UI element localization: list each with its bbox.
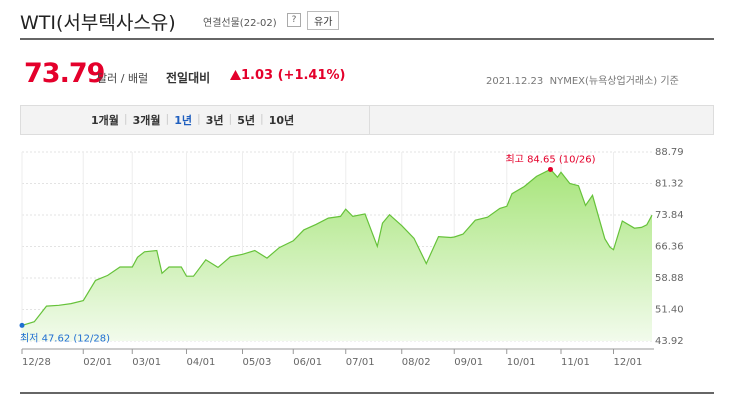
y-tick-label: 66.36 [655,241,684,252]
chart: 43.92 51.40 58.88 66.36 73.84 81.32 88.79 12/28… [19,147,684,368]
x-tick-label: 07/01 [346,357,375,368]
y-tick-label: 88.79 [655,147,684,158]
x-tick-label: 12/01 [614,357,643,368]
compare-label: 전일대비 [166,71,211,85]
tab[interactable]: 3년 [205,114,224,127]
tab[interactable]: 10년 [268,114,295,127]
price: 73.79 [24,58,105,89]
price-unit: 달러 / 배럴 [97,72,149,85]
x-tick-label: 06/01 [293,357,322,368]
tab-bar: 1개월 | 3개월 | 1년 | 3년 | 5년 | 10년 [20,105,714,135]
help-button[interactable]: ? [287,13,301,27]
x-tick-label: 03/01 [132,357,161,368]
y-tick-label: 43.92 [655,336,684,347]
x-tick-label: 12/28 [22,357,51,368]
tab-separator: | [260,112,264,125]
price-line [21,168,653,326]
tabs: 1개월 | 3개월 | 1년 | 3년 | 5년 | 10년 [91,112,294,128]
tab-separator: | [123,112,128,125]
up-arrow [230,70,241,80]
tab[interactable]: 3개월 [132,114,161,127]
y-tick-label: 51.40 [655,304,684,315]
x-tick-label: 11/01 [561,357,590,368]
change-value: 1.03 [241,68,274,83]
tab-separator: | [165,112,170,125]
tab-separator: | [197,112,201,125]
source: NYMEX(뉴욕상업거래소) 기준 [549,76,679,87]
y-tick-label: 58.88 [655,273,684,284]
max-marker [548,166,553,172]
y-tick-label: 73.84 [655,210,684,221]
meta: 2021.12.23 NYMEX(뉴욕상업거래소) 기준 [486,72,679,87]
y-tick-label: 81.32 [655,178,684,189]
change-pct: (+1.41%) [277,68,346,83]
category-button[interactable]: 유가 [307,11,340,30]
subtitle: 연결선물(22-02) [203,18,277,29]
x-tick-label: 02/01 [83,357,112,368]
x-tick-label: 09/01 [454,357,483,368]
change: 1.03 (+1.41%) [230,68,346,83]
max-annotation: 최고 84.65 (10/26) [505,153,595,165]
min-annotation: 최저 47.62 (12/28) [20,332,110,344]
tab-separator: | [228,112,233,125]
x-tick-label: 05/03 [243,357,272,368]
tab-divider [369,106,370,134]
title: WTI(서부텍사스유) [20,12,176,34]
tab[interactable]: 1년 [174,114,193,127]
x-tick-label: 08/02 [402,357,431,368]
tab[interactable]: 1개월 [91,114,119,127]
x-tick-label: 10/01 [507,357,536,368]
area-fill [22,169,652,341]
tab[interactable]: 5년 [237,114,256,127]
min-marker [19,322,25,328]
date: 2021.12.23 [486,76,544,87]
x-tick-label: 04/01 [187,357,216,368]
divider [20,38,714,40]
divider [20,392,714,394]
